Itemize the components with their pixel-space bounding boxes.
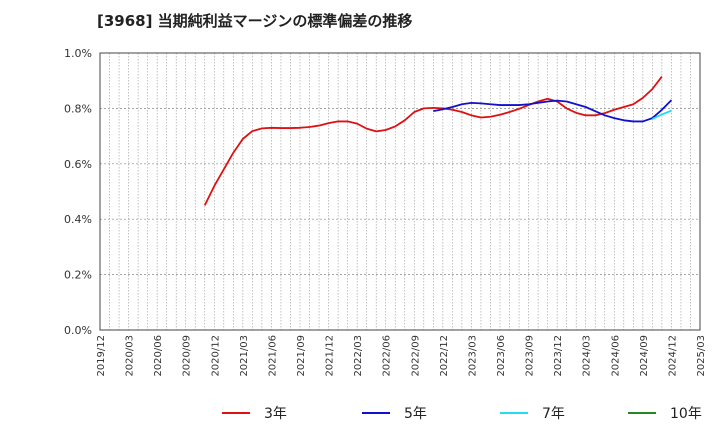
x-tick-label: 2020/03: [125, 335, 136, 377]
x-tick-label: 2025/03: [696, 335, 707, 377]
x-tick-label: 2022/12: [439, 335, 450, 377]
y-tick-label: 0.4%: [64, 213, 92, 226]
x-tick-label: 2023/06: [496, 335, 507, 377]
x-tick-label: 2021/03: [239, 335, 250, 377]
y-tick-label: 0.0%: [64, 324, 92, 337]
legend-label: 5年: [404, 406, 427, 422]
x-tick-label: 2022/03: [353, 335, 364, 377]
x-tick-label: 2024/12: [667, 335, 678, 377]
legend-label: 7年: [542, 406, 565, 422]
plot-frame: [99, 52, 701, 331]
x-tick-label: 2021/06: [267, 335, 278, 377]
x-tick-label: 2023/12: [553, 335, 564, 377]
series-line-1: [203, 75, 663, 206]
legend-label: 3年: [264, 406, 287, 422]
x-tick-label: 2023/03: [467, 335, 478, 377]
x-tick-label: 2020/06: [153, 335, 164, 377]
x-tick-label: 2022/09: [410, 335, 421, 377]
x-tick-label: 2021/12: [325, 335, 336, 377]
x-tick-label: 2024/09: [639, 335, 650, 377]
x-tick-label: 2019/12: [96, 335, 107, 377]
x-tick-label: 2023/09: [525, 335, 536, 377]
x-tick-label: 2024/03: [582, 335, 593, 377]
x-tick-label: 2024/06: [610, 335, 621, 377]
y-tick-label: 0.6%: [64, 158, 92, 171]
y-tick-label: 0.2%: [64, 269, 92, 282]
legend-label: 10年: [670, 406, 702, 422]
x-tick-label: 2020/09: [182, 335, 193, 377]
series-line-2: [433, 99, 673, 123]
y-tick-label: 1.0%: [64, 47, 92, 60]
x-tick-label: 2020/12: [210, 335, 221, 377]
x-tick-label: 2022/06: [382, 335, 393, 377]
series-line-3: [651, 109, 672, 120]
x-tick-label: 2021/09: [296, 335, 307, 377]
chart-title: [3968] 当期純利益マージンの標準偏差の推移: [97, 12, 413, 30]
y-tick-label: 0.8%: [64, 102, 92, 115]
